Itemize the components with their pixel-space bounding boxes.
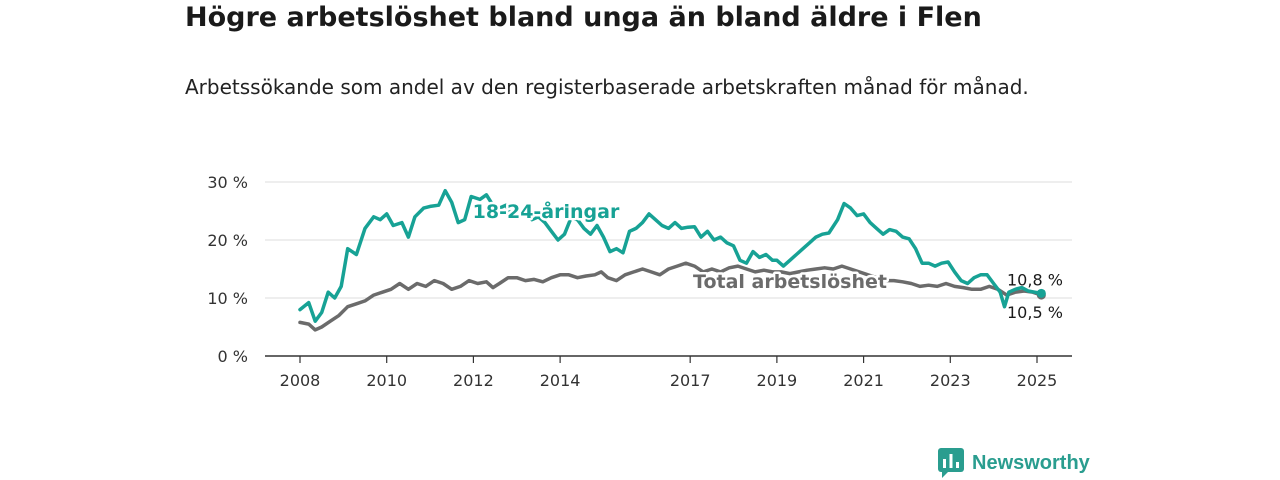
- series-label-total: Total arbetslöshet: [693, 271, 887, 293]
- y-axis-ticks: 0 % 10 % 20 % 30 %: [207, 173, 248, 366]
- end-point-18-24: [1036, 288, 1046, 298]
- x-tick-label: 2023: [930, 371, 971, 390]
- x-tick-label: 2008: [280, 371, 321, 390]
- x-tick-label: 2010: [366, 371, 407, 390]
- brand-name: Newsworthy: [972, 451, 1090, 474]
- x-axis-ticks: 2008 2010 2012 2014 2017 2019 2021 2023 2025: [280, 356, 1058, 390]
- bar-chart-icon: [938, 448, 964, 478]
- newsworthy-logo: Newsworthy: [938, 448, 1090, 478]
- x-tick-label: 2025: [1017, 371, 1058, 390]
- x-tick-label: 2014: [540, 371, 581, 390]
- x-tick-label: 2019: [757, 371, 798, 390]
- grid-lines: [265, 181, 1072, 357]
- end-label-18-24: 10,8 %: [1007, 270, 1063, 289]
- series-line-total: [298, 261, 1044, 332]
- x-tick-label: 2012: [453, 371, 494, 390]
- y-tick-label: 0 %: [218, 347, 248, 366]
- chart-title: Högre arbetslöshet bland unga än bland ä…: [185, 2, 982, 33]
- series-label-18-24: 18-24-åringar: [473, 199, 620, 223]
- chart-subtitle: Arbetssökande som andel av den registerb…: [185, 75, 1029, 99]
- series-line-18-24: [298, 188, 1044, 323]
- x-tick-label: 2021: [843, 371, 884, 390]
- series-labels: 10,8 % 10,5 % 18-24-åringar Total arbetslös…: [470, 197, 1063, 323]
- x-tick-label: 2017: [670, 371, 711, 390]
- series-lines: [298, 188, 1046, 332]
- y-tick-label: 10 %: [207, 289, 248, 308]
- end-label-total: 10,5 %: [1007, 303, 1063, 322]
- y-tick-label: 20 %: [207, 231, 248, 250]
- y-tick-label: 30 %: [207, 173, 248, 192]
